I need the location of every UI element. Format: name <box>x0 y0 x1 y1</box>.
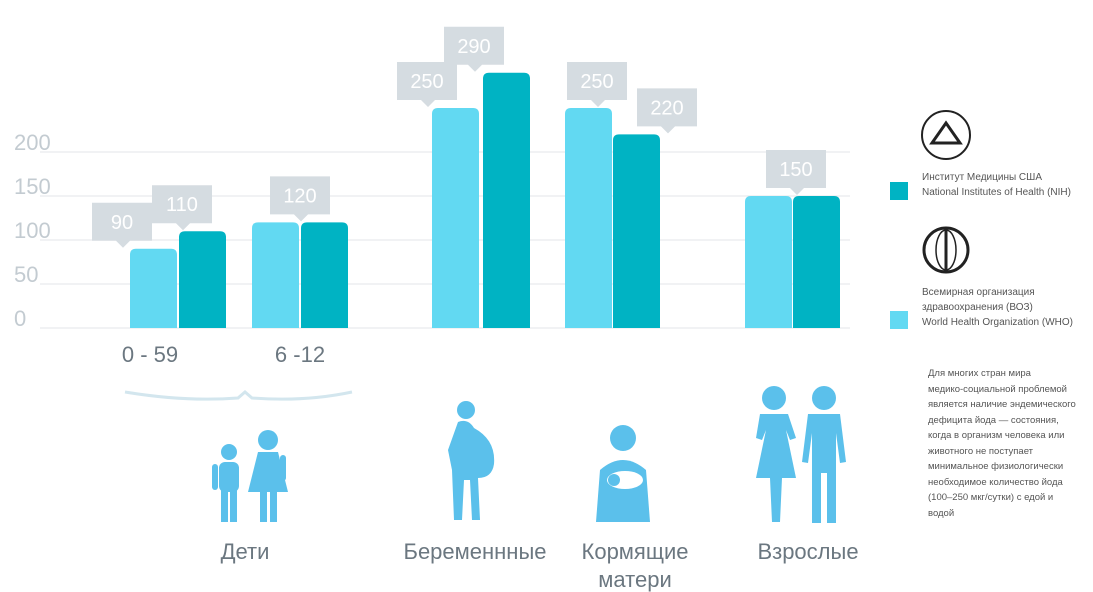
group-label: Дети <box>220 539 270 564</box>
legend-swatch <box>890 311 908 329</box>
value-label: 120 <box>283 185 316 207</box>
label-box <box>444 26 504 72</box>
bar <box>793 196 840 328</box>
value-label: 290 <box>457 36 490 58</box>
bar <box>613 134 660 328</box>
icons <box>212 386 846 523</box>
label-box <box>397 62 457 107</box>
who-logo <box>922 226 970 274</box>
value-label: 220 <box>650 97 683 119</box>
bar <box>301 222 348 328</box>
y-tick-label: 200 <box>14 130 51 155</box>
label-box <box>637 88 697 134</box>
value-label: 250 <box>580 71 613 93</box>
label-box <box>152 185 212 231</box>
value-label: 90 <box>111 212 133 234</box>
y-tick-label: 0 <box>14 306 26 331</box>
legend-swatch <box>890 182 908 200</box>
bar <box>252 222 299 328</box>
label-box <box>567 62 627 107</box>
value-label: 110 <box>166 194 198 216</box>
x-tick-label: 6 -12 <box>275 342 325 367</box>
bar <box>130 248 177 328</box>
value-label: 150 <box>779 159 812 181</box>
x-tick-label: 0 - 59 <box>122 342 178 367</box>
legend-entry: Институт Медицины США National Institute… <box>922 172 1071 198</box>
bar <box>745 196 792 328</box>
bar <box>483 72 530 328</box>
group-label: Беременнные <box>403 539 547 564</box>
legend-entry: Всемирная организация здравоохранения (В… <box>922 287 1073 328</box>
bar <box>432 108 479 328</box>
nih-logo <box>921 110 971 160</box>
brace <box>124 390 353 401</box>
bar <box>565 108 612 328</box>
label-box <box>92 202 152 248</box>
label-box <box>270 176 330 222</box>
group-label: Кормящие матери <box>581 539 689 592</box>
label-box <box>766 150 826 195</box>
bar <box>179 231 226 328</box>
y-tick-label: 150 <box>14 174 51 199</box>
y-tick-label: 50 <box>14 262 38 287</box>
y-tick-label: 100 <box>14 218 51 243</box>
value-label: 250 <box>410 71 443 93</box>
note: Для многих стран мира медико-социальной … <box>928 368 1076 519</box>
group-label: Взрослые <box>757 539 859 564</box>
